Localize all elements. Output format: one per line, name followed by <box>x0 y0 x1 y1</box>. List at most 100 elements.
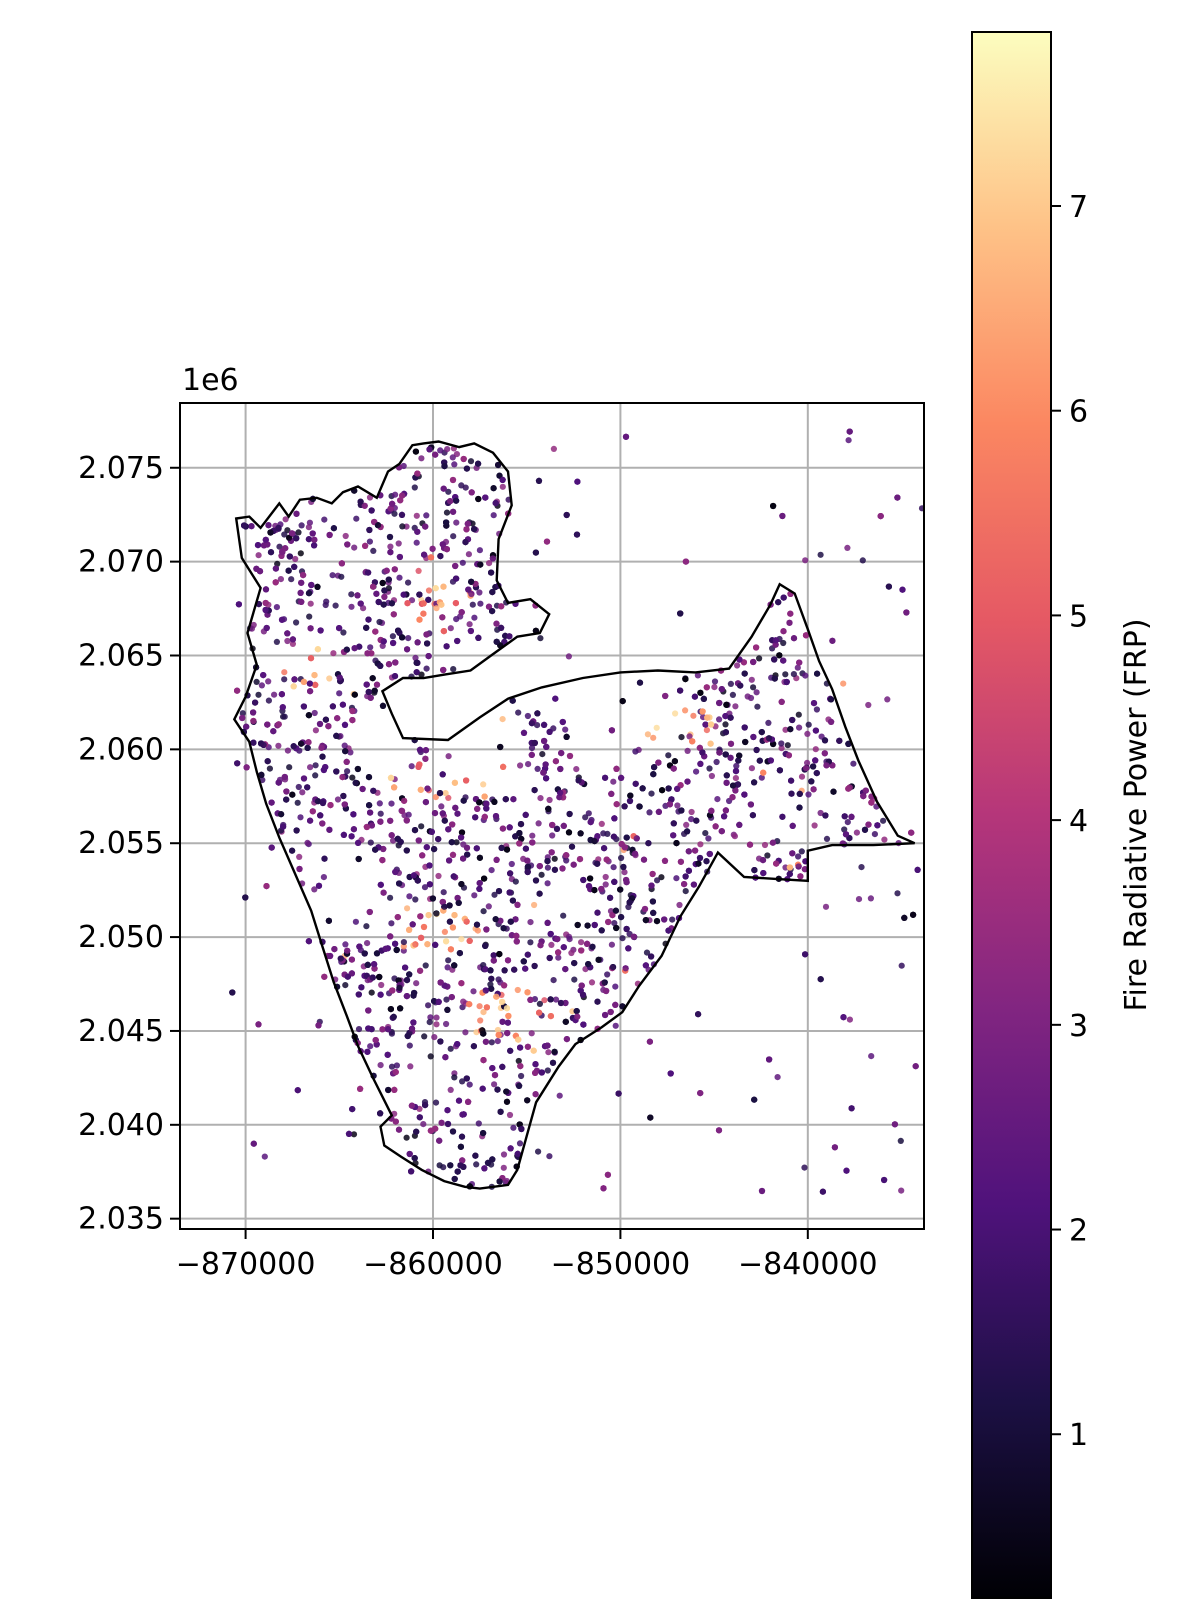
frp-point <box>367 809 374 816</box>
frp-point <box>716 699 723 707</box>
frp-point <box>498 603 505 610</box>
frp-point <box>412 448 419 455</box>
frp-point <box>568 843 576 850</box>
frp-point <box>528 751 535 759</box>
frp-point <box>311 709 318 717</box>
colorbar-gradient <box>972 32 1051 1598</box>
frp-point <box>414 639 421 646</box>
frp-point <box>441 463 448 470</box>
frp-point <box>239 710 246 717</box>
frp-point <box>871 831 879 838</box>
frp-point <box>737 682 744 689</box>
frp-point <box>528 1030 535 1037</box>
frp-point <box>396 553 403 561</box>
frp-point <box>783 678 790 686</box>
frp-point <box>612 983 619 990</box>
frp-point <box>532 549 540 556</box>
frp-point <box>544 1067 551 1074</box>
frp-point <box>546 954 553 962</box>
frp-point <box>729 691 737 699</box>
frp-point <box>644 731 652 738</box>
frp-point <box>536 1009 543 1016</box>
frp-point <box>647 1114 654 1121</box>
frp-point <box>831 1144 839 1151</box>
y-tick-label: 2.060 <box>78 732 164 767</box>
frp-point <box>388 1030 395 1037</box>
frp-point <box>351 691 358 698</box>
frp-point <box>512 878 519 885</box>
frp-point <box>304 839 311 847</box>
frp-point <box>785 752 793 759</box>
frp-point <box>405 635 412 642</box>
frp-point <box>443 519 450 526</box>
frp-point <box>677 858 685 865</box>
frp-point <box>351 645 358 652</box>
frp-point <box>403 1134 410 1141</box>
frp-point <box>480 1057 487 1064</box>
frp-point <box>379 702 387 710</box>
frp-point <box>692 847 699 854</box>
grid-lines <box>180 403 924 1229</box>
frp-point <box>392 940 399 947</box>
frp-point <box>636 679 644 686</box>
frp-point <box>404 600 411 607</box>
frp-point <box>433 605 440 612</box>
frp-point <box>298 598 305 606</box>
frp-point <box>543 538 551 545</box>
frp-point <box>418 934 425 941</box>
frp-point <box>860 793 867 800</box>
frp-point <box>463 1075 470 1082</box>
frp-point <box>702 721 709 728</box>
frp-point <box>388 1063 396 1070</box>
frp-point <box>549 1059 557 1066</box>
frp-point <box>380 601 387 608</box>
frp-point <box>296 853 303 861</box>
frp-point <box>535 1148 542 1155</box>
frp-point <box>452 600 459 607</box>
frp-point <box>682 558 690 565</box>
colorbar-tick-label: 3 <box>1069 1009 1088 1044</box>
frp-point <box>788 777 795 784</box>
frp-point <box>602 1011 609 1019</box>
frp-point <box>544 1042 551 1049</box>
frp-point <box>468 578 475 585</box>
frp-point <box>275 721 282 728</box>
frp-point <box>377 1062 384 1069</box>
frp-point <box>424 640 431 647</box>
frp-point <box>234 687 241 694</box>
frp-point <box>584 922 591 929</box>
frp-point <box>439 810 446 817</box>
frp-point <box>666 801 674 808</box>
frp-point <box>365 1007 372 1014</box>
frp-point <box>729 794 736 801</box>
frp-point <box>376 618 383 626</box>
frp-point <box>708 772 716 780</box>
frp-point <box>267 529 274 536</box>
frp-point <box>454 1041 461 1048</box>
frp-point <box>760 769 767 776</box>
frp-point <box>466 621 473 628</box>
frp-point <box>812 757 819 764</box>
frp-point <box>441 928 448 936</box>
frp-point <box>721 813 728 820</box>
frp-point <box>342 748 349 755</box>
frp-point <box>802 557 809 564</box>
frp-point <box>607 1008 614 1016</box>
frp-point <box>513 932 520 940</box>
frp-point <box>455 899 462 907</box>
frp-point <box>348 603 355 610</box>
frp-point <box>440 485 447 492</box>
frp-point <box>611 815 618 822</box>
frp-point <box>289 636 296 643</box>
frp-point <box>555 954 562 961</box>
frp-point <box>365 569 372 576</box>
frp-point <box>649 870 656 878</box>
frp-point <box>744 693 751 700</box>
frp-point <box>493 993 500 1000</box>
frp-point <box>396 574 403 581</box>
frp-point <box>655 759 662 766</box>
frp-point <box>415 567 422 575</box>
frp-point <box>772 641 779 648</box>
frp-point <box>282 516 289 523</box>
frp-point <box>613 765 620 773</box>
